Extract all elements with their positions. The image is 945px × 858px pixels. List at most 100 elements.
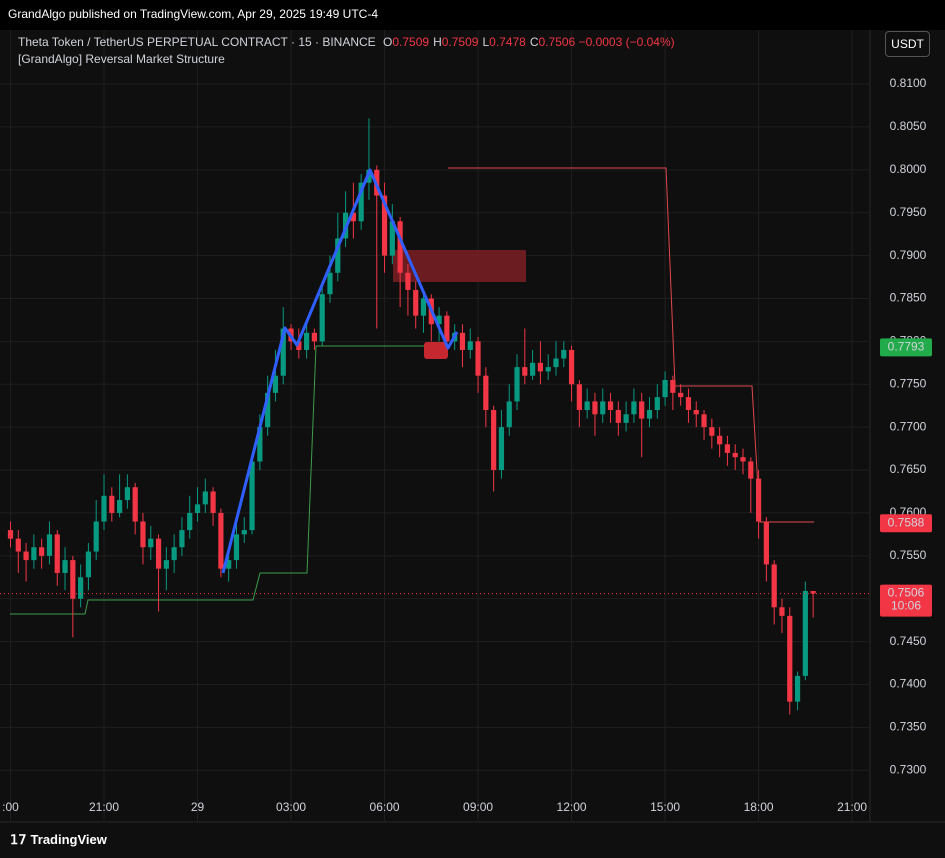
y-tick-label: 0.7850: [890, 291, 927, 305]
candle-body: [7, 530, 14, 539]
candle-body: [116, 500, 123, 513]
candle-body: [607, 401, 614, 410]
y-tick-label: 0.7300: [890, 762, 927, 776]
candle-body: [701, 414, 707, 428]
y-tick-label: 0.7650: [890, 462, 927, 476]
candle-body: [241, 530, 247, 535]
ohlc-label: H: [433, 35, 442, 49]
x-tick-label: 09:00: [463, 800, 493, 814]
zigzag: [221, 168, 459, 574]
candle-body: [514, 367, 520, 402]
candle-body: [436, 315, 442, 325]
bottom-bar: [0, 822, 945, 858]
candle-body: [678, 392, 684, 398]
candle-body: [491, 410, 497, 471]
candle-body: [311, 332, 318, 342]
x-tick-label: 15:00: [650, 800, 680, 814]
x-tick-label: 03:00: [276, 800, 306, 814]
price-marker-box: [880, 584, 932, 617]
candle-body: [78, 577, 84, 599]
ohlc: O0.7509 H0.7509 L0.7478 C0.7506: [379, 35, 575, 49]
zigzag-overlay: [221, 168, 459, 574]
change: −0.0003 (−0.04%): [578, 35, 675, 49]
candle-body: [85, 551, 92, 578]
logo-text: TradingView: [30, 832, 107, 847]
candle-body: [802, 590, 808, 676]
candle-body: [70, 560, 76, 599]
candle-body: [459, 332, 466, 350]
x-tick-label: 29: [191, 800, 205, 814]
candle-body: [755, 478, 762, 522]
candle-body: [530, 362, 536, 376]
candle-body: [553, 358, 559, 368]
candle-body: [483, 375, 489, 410]
indicator-name: [GrandAlgo] Reversal Market Structure: [18, 52, 225, 66]
ohlc-value: 0.7506: [538, 35, 576, 49]
currency-button[interactable]: USDT: [885, 31, 930, 57]
countdown: 10:06: [891, 599, 921, 613]
ohlc-value: 0.7478: [489, 35, 526, 49]
x-tick-label: 21:00: [837, 800, 867, 814]
candle-body: [724, 444, 731, 453]
candle-body: [46, 534, 53, 556]
publish-info: GrandAlgo published on TradingView.com, …: [8, 7, 379, 21]
reversal-tag: [424, 342, 448, 359]
candle-body: [109, 495, 115, 513]
y-tick-label: 0.7750: [890, 376, 927, 390]
price-marker-label: 0.7588: [888, 515, 925, 529]
candle-body: [39, 547, 45, 556]
y-tick-label: 0.7350: [890, 720, 927, 734]
ohlc-value: 0.7509: [392, 35, 430, 49]
ohlc-label: L: [482, 35, 490, 49]
candle-body: [194, 504, 201, 513]
candle-body: [179, 530, 185, 548]
candle-body: [226, 560, 232, 569]
y-tick-label: 0.7550: [890, 548, 927, 562]
candle-body: [296, 341, 302, 350]
candle-body: [709, 427, 715, 436]
candle-body: [771, 564, 777, 608]
candle-body: [210, 491, 216, 513]
candle-body: [54, 534, 60, 573]
candle-body: [280, 328, 286, 376]
x-tick-label: 12:00: [557, 800, 587, 814]
candle-body: [444, 315, 450, 342]
logo-icon: 𝟣𝟩: [10, 832, 27, 847]
candle-body: [787, 615, 793, 702]
candle-body: [397, 221, 403, 273]
candle-body: [405, 272, 411, 290]
candle-body: [140, 521, 146, 548]
ohlc-value: 0.7509: [441, 35, 479, 49]
candle-body: [265, 392, 271, 428]
price-marker-box: [880, 514, 932, 533]
candle-body: [810, 590, 816, 594]
candle-body: [202, 491, 208, 505]
candle-body: [124, 487, 130, 501]
y-tick-label: 0.7450: [890, 634, 927, 648]
candle-body: [748, 461, 754, 479]
candle-body: [670, 379, 676, 393]
price-marker-label: 0.7793: [888, 340, 925, 354]
candle-body: [148, 538, 154, 548]
candle-body: [31, 547, 37, 561]
candle-body: [350, 212, 356, 222]
candle-body: [218, 512, 224, 569]
candle-body: [381, 195, 388, 256]
candle-body: [319, 294, 325, 342]
y-tick-label: 0.7700: [890, 419, 927, 433]
candle-body: [693, 410, 699, 415]
candle-body: [584, 401, 590, 410]
candle-body: [623, 414, 629, 423]
candle-body: [233, 534, 240, 561]
candle-body: [163, 560, 169, 569]
candle-body: [327, 272, 333, 295]
y-tick-label: 0.7900: [890, 248, 927, 262]
x-tick-label: 21:00: [89, 800, 119, 814]
support-line: [10, 345, 450, 615]
candle-body: [685, 397, 692, 410]
candle-body: [15, 538, 21, 552]
candle-body: [155, 538, 162, 569]
price-marker-box: [880, 338, 932, 357]
